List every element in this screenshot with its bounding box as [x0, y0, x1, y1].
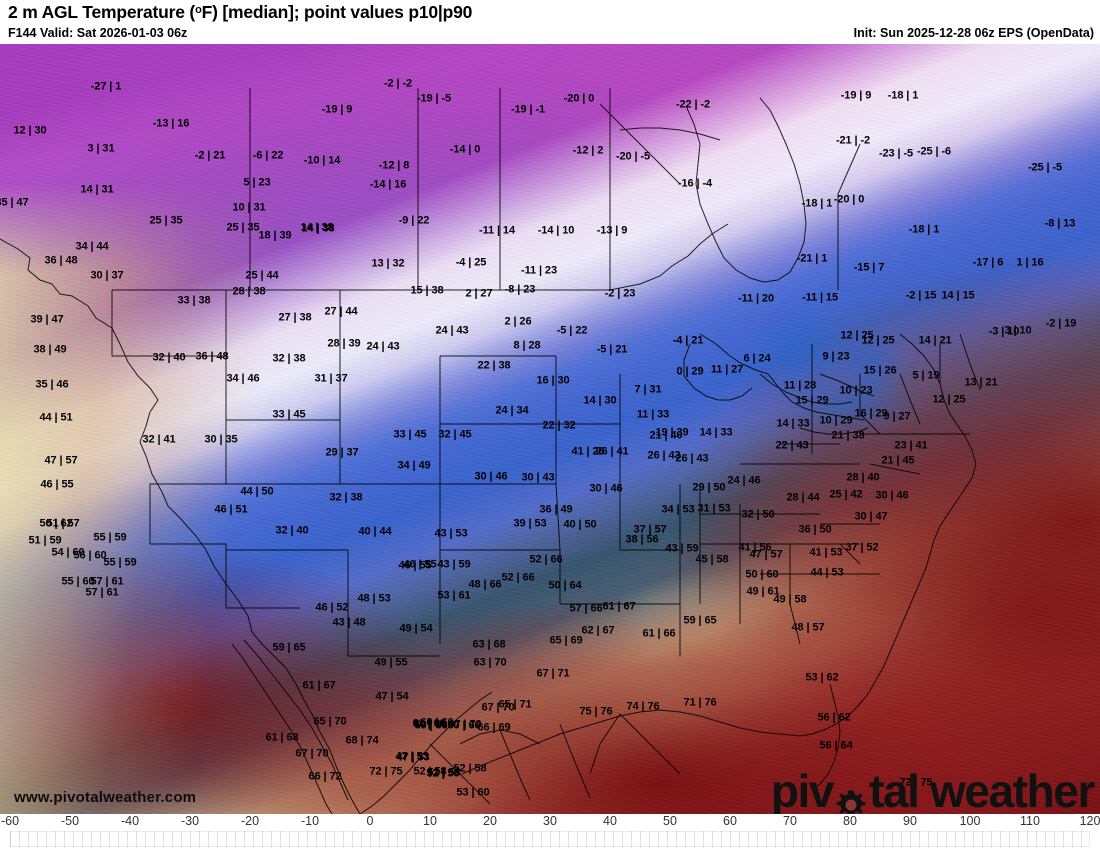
- colorbar-tick: 10: [423, 814, 437, 828]
- colorbar-tick: 110: [1020, 814, 1040, 828]
- colorbar-tick: 70: [783, 814, 797, 828]
- colorbar-tick: 120: [1079, 814, 1100, 828]
- colorbar-tick: 90: [903, 814, 917, 828]
- colorbar-tick: 20: [483, 814, 497, 828]
- page-title: 2 m AGL Temperature (oF) [median]; point…: [8, 2, 472, 23]
- field-texture-layer: [0, 44, 1100, 814]
- colorbar-panel: -60 -50 -40 -30 -20 -10 0 10 20 30 40 50 60 70 80 90 100…: [0, 814, 1100, 850]
- degree-symbol: o: [195, 4, 202, 17]
- colorbar-tick-labels: -60 -50 -40 -30 -20 -10 0 10 20 30 40 50 60 70 80 90 100…: [0, 814, 1100, 830]
- colorbar-tick: -30: [180, 814, 200, 828]
- pivotal-weather-logo: piv tal weather: [770, 764, 1095, 814]
- colorbar-tick: 0: [366, 814, 374, 828]
- logo-text-right: tal weather: [869, 765, 1095, 814]
- init-time-label: Init: Sun 2025-12-28 06z EPS (OpenData): [853, 26, 1094, 40]
- colorbar-tick: 30: [543, 814, 557, 828]
- colorbar-segments: [10, 831, 1090, 847]
- colorbar-tick: 60: [723, 814, 737, 828]
- colorbar-gradient: [10, 831, 1090, 847]
- map-borders: [0, 44, 1100, 814]
- page-header: 2 m AGL Temperature (oF) [median]; point…: [0, 0, 1100, 44]
- colorbar-tick: -10: [300, 814, 320, 828]
- colorbar-tick: -50: [60, 814, 80, 828]
- colorbar-tick: 80: [843, 814, 857, 828]
- colorbar-tick: -20: [240, 814, 260, 828]
- colorbar-tick: -60: [0, 814, 20, 828]
- gear-icon: [834, 779, 868, 814]
- colorbar-tick: 100: [959, 814, 981, 828]
- title-main: 2 m AGL Temperature (: [8, 2, 196, 22]
- valid-time-label: F144 Valid: Sat 2026-01-03 06z: [8, 26, 188, 40]
- colorbar-tick: 50: [663, 814, 677, 828]
- map-raster: [0, 44, 1100, 814]
- site-url-watermark: www.pivotalweather.com: [14, 789, 197, 806]
- title-rest: F) [median]; point values p10|p90: [201, 2, 473, 22]
- colorbar-tick: -40: [120, 814, 140, 828]
- logo-text-left: piv: [770, 765, 835, 814]
- field-great-lakes-layer: [0, 44, 1100, 814]
- colorbar-tick: 40: [603, 814, 617, 828]
